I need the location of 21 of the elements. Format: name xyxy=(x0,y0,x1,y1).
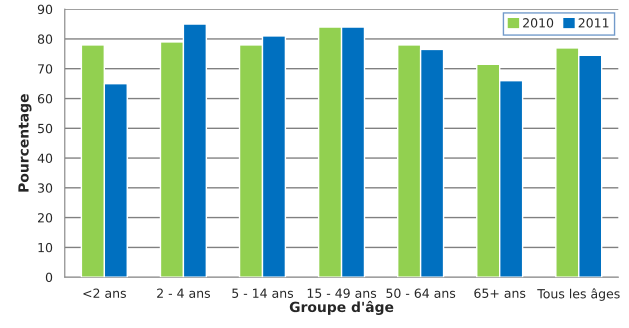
y-tick-label: 50 xyxy=(38,124,52,134)
y-tick-label: 70 xyxy=(38,64,52,74)
y-tick-label: 60 xyxy=(38,94,52,104)
y-axis-title: Pourcentage xyxy=(18,94,32,192)
y-tick-label: 0 xyxy=(46,272,52,282)
y-tick-label: 40 xyxy=(38,154,52,163)
x-tick-label: <2 ans xyxy=(83,288,126,298)
x-tick-label: 65+ ans xyxy=(474,288,526,298)
legend-label: 2011 xyxy=(578,18,608,28)
x-tick-label: Tous les âges xyxy=(537,288,620,301)
x-tick-label: 2 - 4 ans xyxy=(157,288,210,298)
x-tick-label: 15 - 49 ans xyxy=(308,288,376,298)
legend-label: 2010 xyxy=(523,18,554,28)
y-tick-label: 10 xyxy=(38,242,52,252)
x-tick-label: 5 - 14 ans xyxy=(232,288,294,298)
y-tick-label: 90 xyxy=(38,4,52,14)
y-tick-label: 80 xyxy=(38,34,52,44)
x-axis-title: Groupe d'âge xyxy=(290,300,394,315)
y-tick-label: 20 xyxy=(38,213,52,223)
x-tick-label: 50 - 64 ans xyxy=(386,288,456,298)
y-tick-label: 30 xyxy=(38,183,52,193)
